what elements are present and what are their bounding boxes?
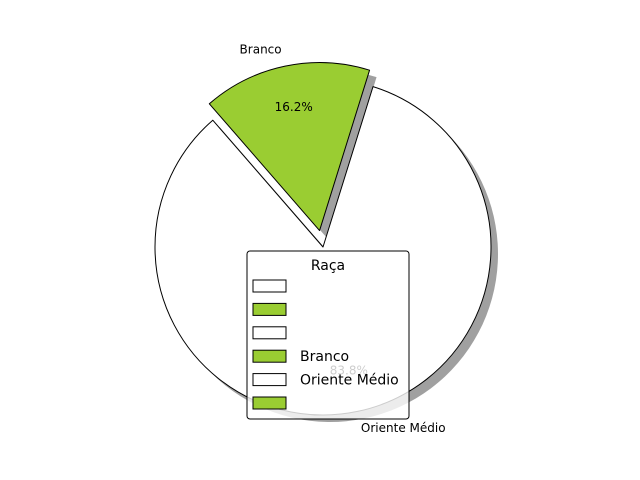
pie-slice-branco — [208, 62, 371, 232]
legend-swatch — [252, 373, 287, 387]
slice-label-oriente-m-dio: Oriente Médio — [361, 421, 446, 435]
legend-label: Branco — [300, 349, 349, 365]
slice-percent-branco: 16.2% — [275, 100, 313, 114]
legend-swatch — [252, 302, 287, 316]
legend-swatch — [252, 349, 287, 363]
legend: Raça Branco Oriente Médio — [246, 250, 410, 420]
legend-label: Oriente Médio — [300, 373, 399, 389]
legend-swatch — [252, 279, 287, 293]
legend-swatch — [252, 326, 287, 340]
legend-title: Raça — [311, 258, 345, 274]
legend-frame — [246, 250, 410, 420]
slice-label-branco: Branco — [240, 43, 282, 57]
legend-entries: Branco Oriente Médio — [252, 279, 399, 410]
legend-swatch — [252, 396, 287, 410]
